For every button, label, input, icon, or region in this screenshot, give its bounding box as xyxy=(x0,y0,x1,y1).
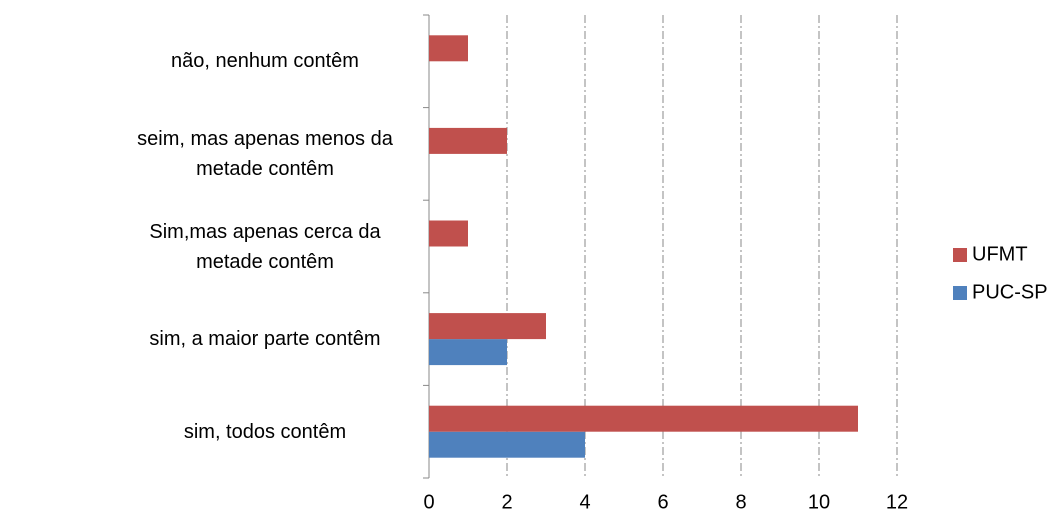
y-tick-label: Sim,mas apenas cerca da metade contêm xyxy=(149,220,381,273)
y-tick-label: seim, mas apenas menos da metade contêm xyxy=(137,127,393,180)
x-tick-label: 8 xyxy=(735,491,746,513)
x-tick-label: 6 xyxy=(657,491,668,513)
x-tick-label: 10 xyxy=(808,491,830,513)
bar xyxy=(429,35,468,62)
bar xyxy=(429,127,507,154)
legend-swatch xyxy=(953,248,967,262)
bar xyxy=(429,431,585,458)
x-tick-label: 4 xyxy=(579,491,590,513)
legend-swatch xyxy=(953,286,967,300)
y-tick-label: não, nenhum contêm xyxy=(171,50,359,73)
y-tick-label: sim, a maior parte contêm xyxy=(149,328,381,351)
legend-label: UFMT xyxy=(972,243,1028,265)
x-tick-label: 2 xyxy=(501,491,512,513)
legend-label: PUC-SP xyxy=(972,281,1048,303)
y-tick-label: sim, todos contêm xyxy=(183,420,347,443)
bar xyxy=(429,313,546,340)
x-tick-label: 0 xyxy=(423,491,434,513)
bar xyxy=(429,339,507,366)
bar xyxy=(429,405,858,432)
x-tick-label: 12 xyxy=(886,491,908,513)
bar xyxy=(429,220,468,247)
